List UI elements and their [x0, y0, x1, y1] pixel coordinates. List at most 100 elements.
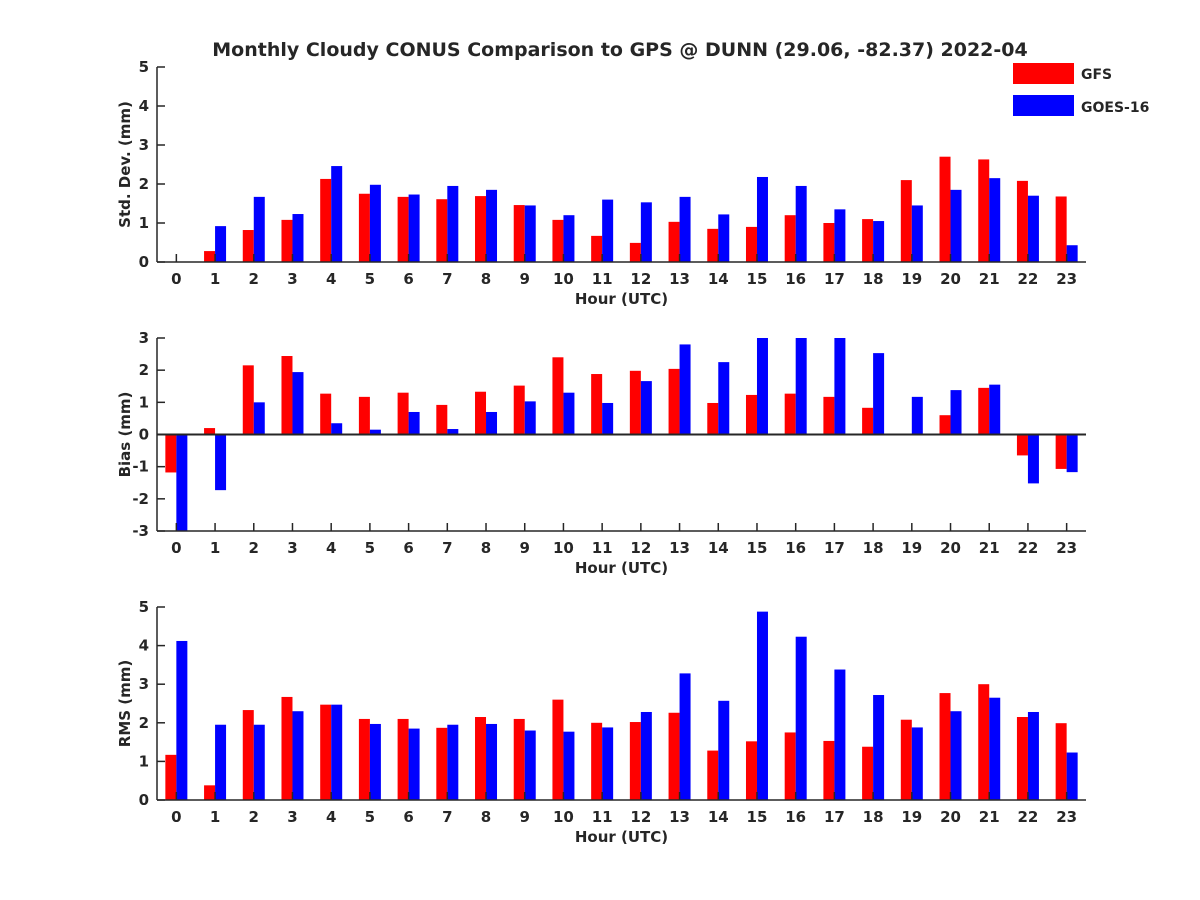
x-tick-label: 10 [553, 539, 574, 557]
bar-gfs-hour-5 [358, 396, 370, 435]
x-tick-label: 9 [520, 539, 530, 557]
bar-goes16-hour-6 [408, 728, 420, 800]
bar-goes16-hour-5 [369, 429, 381, 435]
bar-gfs-hour-22 [1016, 180, 1028, 262]
bar-goes16-hour-23 [1066, 434, 1078, 473]
bar-gfs-hour-13 [668, 368, 680, 435]
bar-goes16-hour-18 [873, 695, 885, 800]
x-tick-label: 12 [630, 539, 651, 557]
x-tick-label: 17 [824, 808, 845, 826]
x-tick-label: 7 [442, 270, 452, 288]
bar-gfs-hour-11 [591, 235, 603, 262]
bar-gfs-hour-8 [475, 196, 487, 262]
bar-goes16-hour-13 [679, 344, 691, 435]
x-tick-label: 5 [365, 539, 375, 557]
bar-goes16-hour-19 [911, 205, 923, 262]
bar-gfs-hour-2 [242, 230, 254, 262]
y-tick-label: 1 [139, 393, 149, 411]
chart-title: Monthly Cloudy CONUS Comparison to GPS @… [212, 39, 1027, 61]
y-tick-label: 0 [139, 253, 149, 271]
bar-gfs-hour-23 [1055, 434, 1067, 469]
bar-goes16-hour-17 [834, 338, 846, 435]
y-tick-label: 3 [139, 329, 149, 347]
x-tick-label: 2 [249, 539, 259, 557]
x-tick-label: 18 [863, 539, 884, 557]
bar-goes16-hour-5 [369, 723, 381, 800]
y-tick-label: 4 [139, 97, 149, 115]
bar-goes16-hour-7 [447, 724, 459, 800]
bar-gfs-hour-17 [823, 740, 835, 800]
x-tick-label: 13 [669, 808, 690, 826]
x-tick-label: 4 [326, 270, 336, 288]
bar-gfs-hour-10 [552, 219, 564, 262]
bar-goes16-hour-12 [640, 202, 652, 262]
bar-goes16-hour-2 [253, 724, 265, 800]
bar-goes16-hour-14 [718, 362, 730, 435]
bar-gfs-hour-14 [707, 228, 719, 262]
bar-gfs-hour-23 [1055, 723, 1067, 800]
bar-goes16-hour-19 [911, 727, 923, 800]
bar-goes16-hour-17 [834, 209, 846, 262]
x-tick-label: 14 [708, 539, 729, 557]
bar-goes16-hour-19 [911, 396, 923, 435]
y-axis-label: RMS (mm) [116, 660, 134, 747]
x-tick-label: 9 [520, 270, 530, 288]
bar-gfs-hour-8 [475, 391, 487, 435]
bar-gfs-hour-21 [978, 159, 990, 262]
y-tick-label: 1 [139, 752, 149, 770]
bar-goes16-hour-8 [486, 411, 498, 435]
x-tick-label: 11 [592, 270, 613, 288]
bar-goes16-hour-22 [1027, 711, 1039, 800]
y-tick-label: 0 [139, 791, 149, 809]
x-tick-label: 14 [708, 270, 729, 288]
bar-gfs-hour-14 [707, 402, 719, 435]
x-tick-label: 17 [824, 539, 845, 557]
x-tick-label: 12 [630, 270, 651, 288]
bar-goes16-hour-14 [718, 214, 730, 262]
x-tick-label: 11 [592, 539, 613, 557]
y-axis-label: Bias (mm) [116, 392, 134, 478]
x-axis-label: Hour (UTC) [575, 828, 668, 846]
bar-gfs-hour-3 [281, 696, 293, 800]
bar-gfs-hour-16 [784, 393, 796, 435]
bar-gfs-hour-12 [629, 242, 641, 262]
bar-goes16-hour-16 [795, 338, 807, 435]
bar-gfs-hour-5 [358, 193, 370, 262]
x-tick-label: 15 [747, 808, 768, 826]
bar-goes16-hour-15 [756, 338, 768, 435]
x-tick-label: 21 [979, 270, 1000, 288]
y-tick-label: 4 [139, 637, 149, 655]
bar-goes16-hour-16 [795, 636, 807, 800]
bar-goes16-hour-4 [331, 166, 343, 262]
x-tick-label: 9 [520, 808, 530, 826]
x-tick-label: 17 [824, 270, 845, 288]
bar-goes16-hour-7 [447, 429, 459, 435]
bar-gfs-hour-18 [862, 407, 874, 435]
bar-goes16-hour-4 [331, 423, 343, 435]
x-tick-label: 8 [481, 539, 491, 557]
bar-gfs-hour-18 [862, 219, 874, 262]
x-tick-label: 2 [249, 270, 259, 288]
bar-gfs-hour-0 [165, 434, 177, 473]
x-tick-label: 13 [669, 539, 690, 557]
bar-goes16-hour-15 [756, 176, 768, 262]
bar-gfs-hour-12 [629, 370, 641, 435]
bar-goes16-hour-8 [486, 723, 498, 800]
y-tick-label: 2 [139, 175, 149, 193]
x-tick-label: 23 [1056, 539, 1077, 557]
bar-goes16-hour-12 [640, 711, 652, 800]
x-tick-label: 20 [940, 270, 961, 288]
x-tick-label: 22 [1018, 270, 1039, 288]
bar-goes16-hour-23 [1066, 245, 1078, 262]
bar-goes16-hour-15 [756, 611, 768, 800]
x-tick-label: 5 [365, 270, 375, 288]
bar-gfs-hour-1 [204, 428, 216, 435]
bar-gfs-hour-1 [204, 251, 216, 262]
bar-gfs-hour-17 [823, 396, 835, 435]
y-tick-label: -1 [132, 458, 149, 476]
legend-label-gfs: GFS [1081, 67, 1112, 83]
y-axis-label: Std. Dev. (mm) [116, 101, 134, 228]
bar-goes16-hour-6 [408, 411, 420, 435]
